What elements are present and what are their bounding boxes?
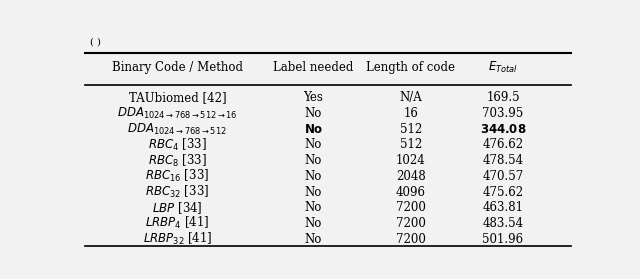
Text: $LRBP_4$ [41]: $LRBP_4$ [41] <box>145 215 209 232</box>
Text: $\mathbf{344.08}$: $\mathbf{344.08}$ <box>479 123 526 136</box>
Text: 7200: 7200 <box>396 217 426 230</box>
Text: No: No <box>305 217 322 230</box>
Text: 478.54: 478.54 <box>483 154 524 167</box>
Text: Label needed: Label needed <box>273 61 354 74</box>
Text: ( ): ( ) <box>90 38 100 47</box>
Text: 501.96: 501.96 <box>483 233 524 246</box>
Text: 4096: 4096 <box>396 186 426 199</box>
Text: No: No <box>305 233 322 246</box>
Text: 7200: 7200 <box>396 233 426 246</box>
Text: No: No <box>305 170 322 183</box>
Text: 512: 512 <box>399 138 422 151</box>
Text: $DDA_{1024\rightarrow768\rightarrow512\rightarrow16}$: $DDA_{1024\rightarrow768\rightarrow512\r… <box>117 106 237 121</box>
Text: $RBC_8$ [33]: $RBC_8$ [33] <box>148 153 207 169</box>
Text: No: No <box>305 186 322 199</box>
Text: 703.95: 703.95 <box>483 107 524 120</box>
Text: 463.81: 463.81 <box>483 201 524 214</box>
Text: 7200: 7200 <box>396 201 426 214</box>
Text: 1024: 1024 <box>396 154 426 167</box>
Text: 476.62: 476.62 <box>483 138 524 151</box>
Text: Yes: Yes <box>303 92 323 104</box>
Text: $RBC_4$ [33]: $RBC_4$ [33] <box>148 137 207 153</box>
Text: No: No <box>305 107 322 120</box>
Text: No: No <box>305 201 322 214</box>
Text: 483.54: 483.54 <box>483 217 524 230</box>
Text: No: No <box>305 154 322 167</box>
Text: No: No <box>305 138 322 151</box>
Text: $E_{Total}$: $E_{Total}$ <box>488 60 518 75</box>
Text: Binary Code / Method: Binary Code / Method <box>112 61 243 74</box>
Text: 16: 16 <box>403 107 418 120</box>
Text: 470.57: 470.57 <box>483 170 524 183</box>
Text: 475.62: 475.62 <box>483 186 524 199</box>
Text: 2048: 2048 <box>396 170 426 183</box>
Text: N/A: N/A <box>399 92 422 104</box>
Text: 512: 512 <box>399 123 422 136</box>
Text: $LRBP_{32}$ [41]: $LRBP_{32}$ [41] <box>143 231 212 247</box>
Text: $RBC_{32}$ [33]: $RBC_{32}$ [33] <box>145 184 209 200</box>
Text: 169.5: 169.5 <box>486 92 520 104</box>
Text: $DDA_{1024\rightarrow768\rightarrow512}$: $DDA_{1024\rightarrow768\rightarrow512}$ <box>127 122 227 137</box>
Text: $\mathbf{No}$: $\mathbf{No}$ <box>304 123 323 136</box>
Text: $RBC_{16}$ [33]: $RBC_{16}$ [33] <box>145 168 209 184</box>
Text: $LBP$ [34]: $LBP$ [34] <box>152 200 203 216</box>
Text: TAUbiomed [42]: TAUbiomed [42] <box>129 92 226 104</box>
Text: Length of code: Length of code <box>366 61 455 74</box>
